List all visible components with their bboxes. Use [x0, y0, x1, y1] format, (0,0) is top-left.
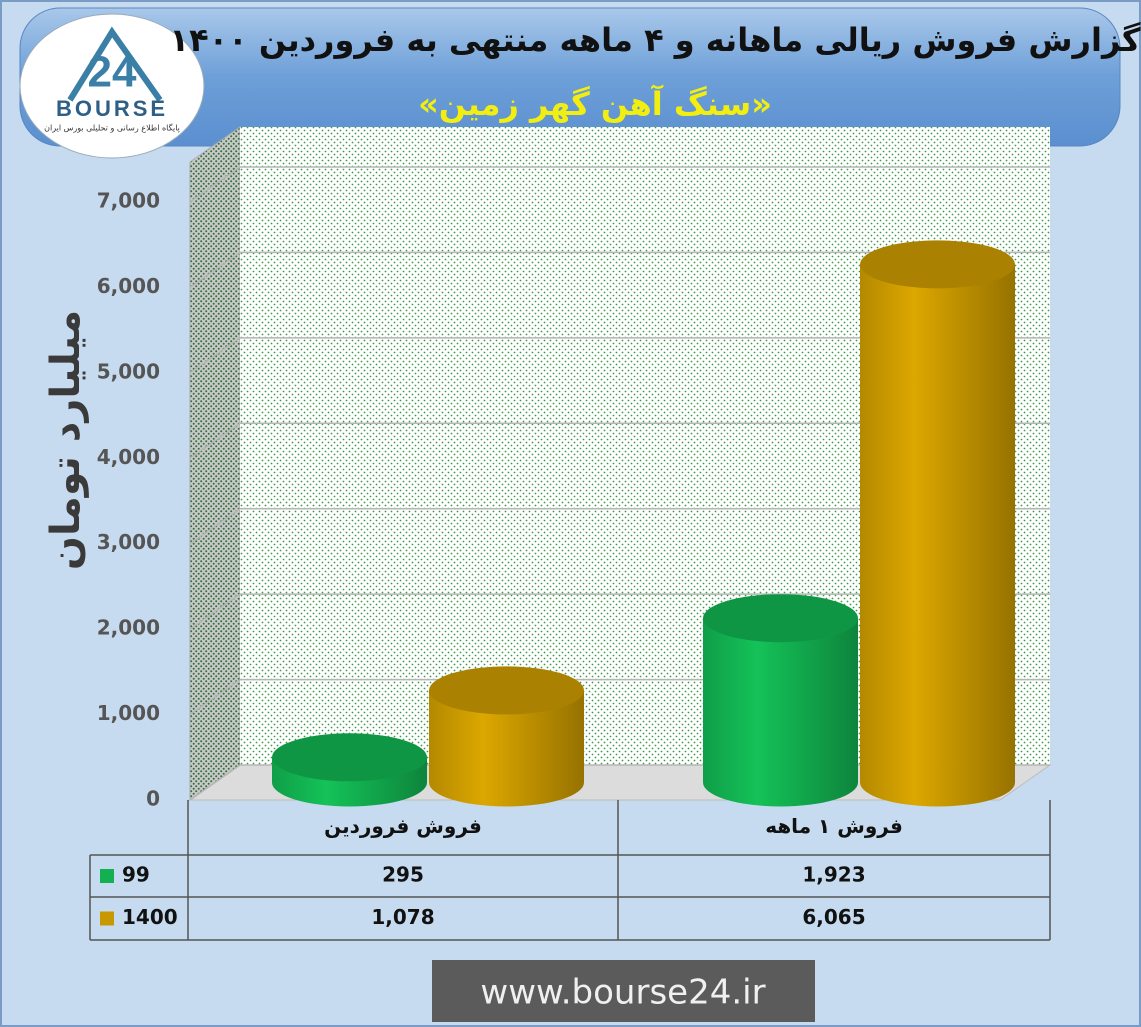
y-tick-label: 1,000	[97, 701, 160, 725]
logo: 24 BOURSE پایگاه اطلاع رسانی و تحلیلی بو…	[19, 13, 205, 159]
x-tick-label: فروش فروردین	[324, 814, 482, 838]
y-tick-label: 2,000	[97, 616, 160, 640]
logo-number: 24	[88, 48, 137, 97]
table-value: 1,078	[371, 905, 434, 929]
y-tick-label: 4,000	[97, 445, 160, 469]
cylinder-top	[703, 594, 858, 643]
cylinder-body	[703, 618, 858, 807]
chart-subtitle: «سنگ آهن گهر زمین»	[418, 84, 772, 123]
cylinder-body	[429, 690, 584, 807]
grid-line-side	[189, 593, 241, 630]
plot: 0 1,000 2,000 3,000 4,000 5,000 6,000 7,000 99 14…	[89, 126, 1052, 941]
grid-line-side	[189, 422, 241, 459]
cylinder-top	[429, 666, 584, 715]
cylinder-top	[272, 733, 427, 782]
x-tick-label: فروش ۱ ماهه	[765, 814, 903, 838]
logo-mark	[67, 26, 163, 102]
y-tick-label: 0	[146, 787, 160, 811]
table-value: 6,065	[802, 905, 865, 929]
chart-title: گزارش فروش ریالی ماهانه و ۴ ماهه منتهی ب…	[170, 21, 1141, 59]
logo-badge	[19, 13, 205, 159]
grid-line-side	[189, 166, 241, 203]
grid-line-side	[189, 337, 241, 374]
grid-line-side	[189, 251, 241, 289]
legend-label: 99	[122, 863, 150, 887]
y-tick-label: 3,000	[97, 530, 160, 554]
grid-line-side	[189, 764, 241, 801]
cylinder-top	[860, 240, 1015, 289]
legend-label: 1400	[122, 905, 178, 929]
legend-swatch	[100, 869, 114, 883]
legend-swatch	[100, 911, 114, 926]
y-tick-label: 6,000	[97, 274, 160, 298]
logo-tagline: پایگاه اطلاع رسانی و تحلیلی بورس ایران	[44, 123, 180, 133]
table-value: 1,923	[802, 863, 865, 887]
grid-line-side	[189, 678, 241, 716]
footer-box	[432, 960, 815, 1022]
y-axis-label: میلیارد تومان	[43, 310, 89, 570]
y-tick-label: 5,000	[97, 359, 160, 383]
side-wall	[189, 126, 241, 801]
footer-url: www.bourse24.ir	[480, 973, 765, 1013]
logo-text: BOURSE	[56, 96, 168, 121]
grid-line-side	[189, 508, 241, 545]
table-value: 295	[382, 863, 424, 887]
cylinder-body	[860, 264, 1015, 807]
y-tick-label: 7,000	[97, 189, 160, 213]
